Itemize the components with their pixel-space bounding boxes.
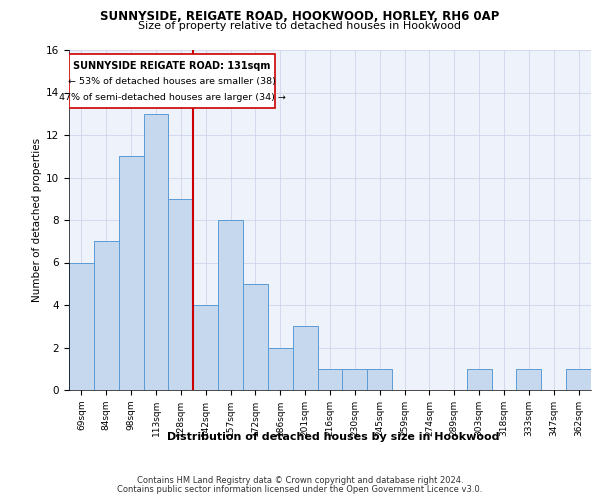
- Bar: [243, 284, 268, 390]
- Text: Size of property relative to detached houses in Hookwood: Size of property relative to detached ho…: [139, 21, 461, 31]
- Text: 47% of semi-detached houses are larger (34) →: 47% of semi-detached houses are larger (…: [59, 92, 286, 102]
- Text: Contains public sector information licensed under the Open Government Licence v3: Contains public sector information licen…: [118, 485, 482, 494]
- Bar: [218, 220, 243, 390]
- Text: Distribution of detached houses by size in Hookwood: Distribution of detached houses by size …: [167, 432, 499, 442]
- Bar: [293, 326, 317, 390]
- Bar: [169, 198, 193, 390]
- Text: SUNNYSIDE REIGATE ROAD: 131sqm: SUNNYSIDE REIGATE ROAD: 131sqm: [73, 60, 271, 70]
- Bar: [268, 348, 293, 390]
- Text: ← 53% of detached houses are smaller (38): ← 53% of detached houses are smaller (38…: [68, 76, 276, 86]
- Bar: [367, 369, 392, 390]
- Bar: [317, 369, 343, 390]
- Bar: [343, 369, 367, 390]
- Bar: [119, 156, 143, 390]
- Bar: [517, 369, 541, 390]
- Bar: [94, 242, 119, 390]
- Text: SUNNYSIDE, REIGATE ROAD, HOOKWOOD, HORLEY, RH6 0AP: SUNNYSIDE, REIGATE ROAD, HOOKWOOD, HORLE…: [100, 10, 500, 23]
- Bar: [566, 369, 591, 390]
- Bar: [467, 369, 491, 390]
- Y-axis label: Number of detached properties: Number of detached properties: [32, 138, 42, 302]
- Bar: [69, 262, 94, 390]
- FancyBboxPatch shape: [69, 54, 275, 108]
- Bar: [193, 305, 218, 390]
- Bar: [143, 114, 169, 390]
- Text: Contains HM Land Registry data © Crown copyright and database right 2024.: Contains HM Land Registry data © Crown c…: [137, 476, 463, 485]
